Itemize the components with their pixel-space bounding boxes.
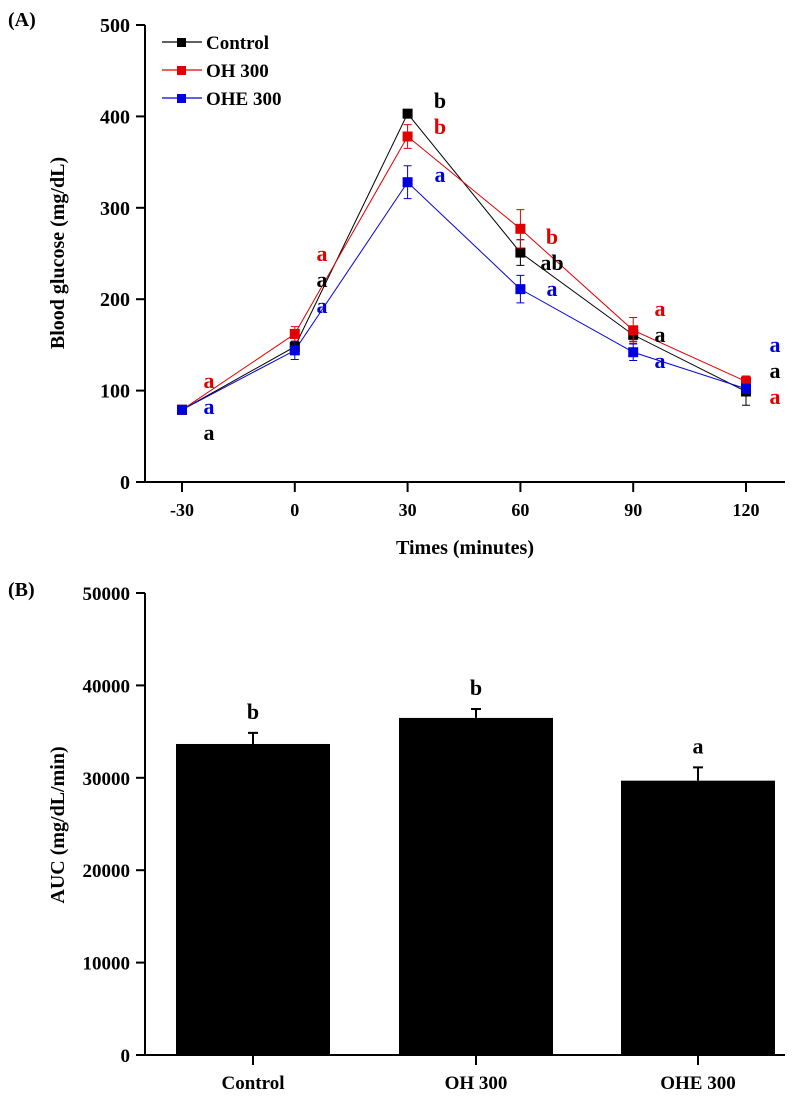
bar-oh-300 <box>399 717 553 1055</box>
significance-label: b <box>434 88 446 113</box>
significance-label: a <box>770 358 781 383</box>
significance-label: b <box>546 224 558 249</box>
y-tick-label: 10000 <box>83 954 131 975</box>
x-tick-label: 120 <box>733 500 760 520</box>
legend-marker <box>177 94 186 103</box>
significance-label: b <box>247 699 259 724</box>
y-tick-label: 200 <box>100 289 130 311</box>
bar-control <box>176 743 330 1055</box>
data-point <box>515 223 526 234</box>
data-point <box>402 131 413 142</box>
significance-label: b <box>434 114 446 139</box>
legend-label: OHE 300 <box>206 89 281 110</box>
panel-a-label: (A) <box>8 9 36 31</box>
y-tick-label: 0 <box>121 1046 131 1067</box>
significance-label: b <box>470 675 482 700</box>
y-tick-label: 0 <box>120 472 130 494</box>
x-tick-label: Control <box>222 1073 285 1094</box>
x-tick-label: OH 300 <box>445 1073 508 1094</box>
significance-label: a <box>655 348 666 373</box>
significance-label: a <box>317 293 328 318</box>
x-tick-label: -30 <box>170 500 194 520</box>
data-point <box>289 328 300 339</box>
significance-label: ab <box>540 250 563 275</box>
significance-label: a <box>655 296 666 321</box>
significance-label: a <box>655 322 666 347</box>
y-tick-label: 300 <box>100 198 130 220</box>
data-point <box>289 345 300 356</box>
x-tick-label: OHE 300 <box>660 1073 735 1094</box>
y-tick-label: 400 <box>100 106 130 128</box>
y-tick-label: 40000 <box>83 676 131 697</box>
panel-a-y-axis-label: Blood glucose (mg/dL) <box>47 157 69 349</box>
y-tick-label: 30000 <box>83 769 131 790</box>
data-point <box>741 376 751 387</box>
x-tick-label: 30 <box>399 500 417 520</box>
bar-ohe-300 <box>621 780 775 1055</box>
error-bar <box>471 707 481 718</box>
legend-marker <box>177 38 186 47</box>
data-point <box>515 247 526 258</box>
significance-label: a <box>693 733 704 758</box>
panel-a-x-axis-label: Times (minutes) <box>396 537 534 559</box>
error-bar <box>693 766 703 781</box>
legend-label: OH 300 <box>206 61 269 82</box>
significance-label: a <box>204 394 215 419</box>
significance-label: a <box>770 332 781 357</box>
legend-marker <box>177 66 186 75</box>
data-point <box>628 347 639 358</box>
significance-label: a <box>547 276 558 301</box>
y-tick-label: 100 <box>100 381 130 403</box>
x-tick-label: 90 <box>624 500 642 520</box>
significance-label: a <box>770 384 781 409</box>
data-point <box>515 284 526 295</box>
data-point <box>402 108 413 119</box>
significance-label: a <box>204 368 215 393</box>
significance-label: a <box>435 162 446 187</box>
significance-label: a <box>204 420 215 445</box>
y-tick-label: 20000 <box>83 861 131 882</box>
significance-label: a <box>317 267 328 292</box>
data-point <box>177 404 187 415</box>
data-point <box>628 325 639 336</box>
significance-label: a <box>317 241 328 266</box>
x-tick-label: 60 <box>511 500 529 520</box>
y-tick-label: 500 <box>100 15 130 37</box>
series-line-oh-300 <box>181 135 747 411</box>
data-point <box>741 383 751 394</box>
y-tick-label: 50000 <box>83 584 131 605</box>
error-bar <box>248 731 258 744</box>
x-tick-label: 0 <box>290 500 299 520</box>
panel-b-bar-chart: b Control b OH 300 a OHE 300 0 10000 20000 30000 4… <box>83 584 785 1094</box>
panel-b-y-axis-label: AUC (mg/dL/min) <box>47 746 69 903</box>
data-point <box>402 177 413 188</box>
panel-b-label: (B) <box>8 579 35 601</box>
legend-label: Control <box>206 33 269 54</box>
series-line-ohe-300 <box>181 181 747 411</box>
